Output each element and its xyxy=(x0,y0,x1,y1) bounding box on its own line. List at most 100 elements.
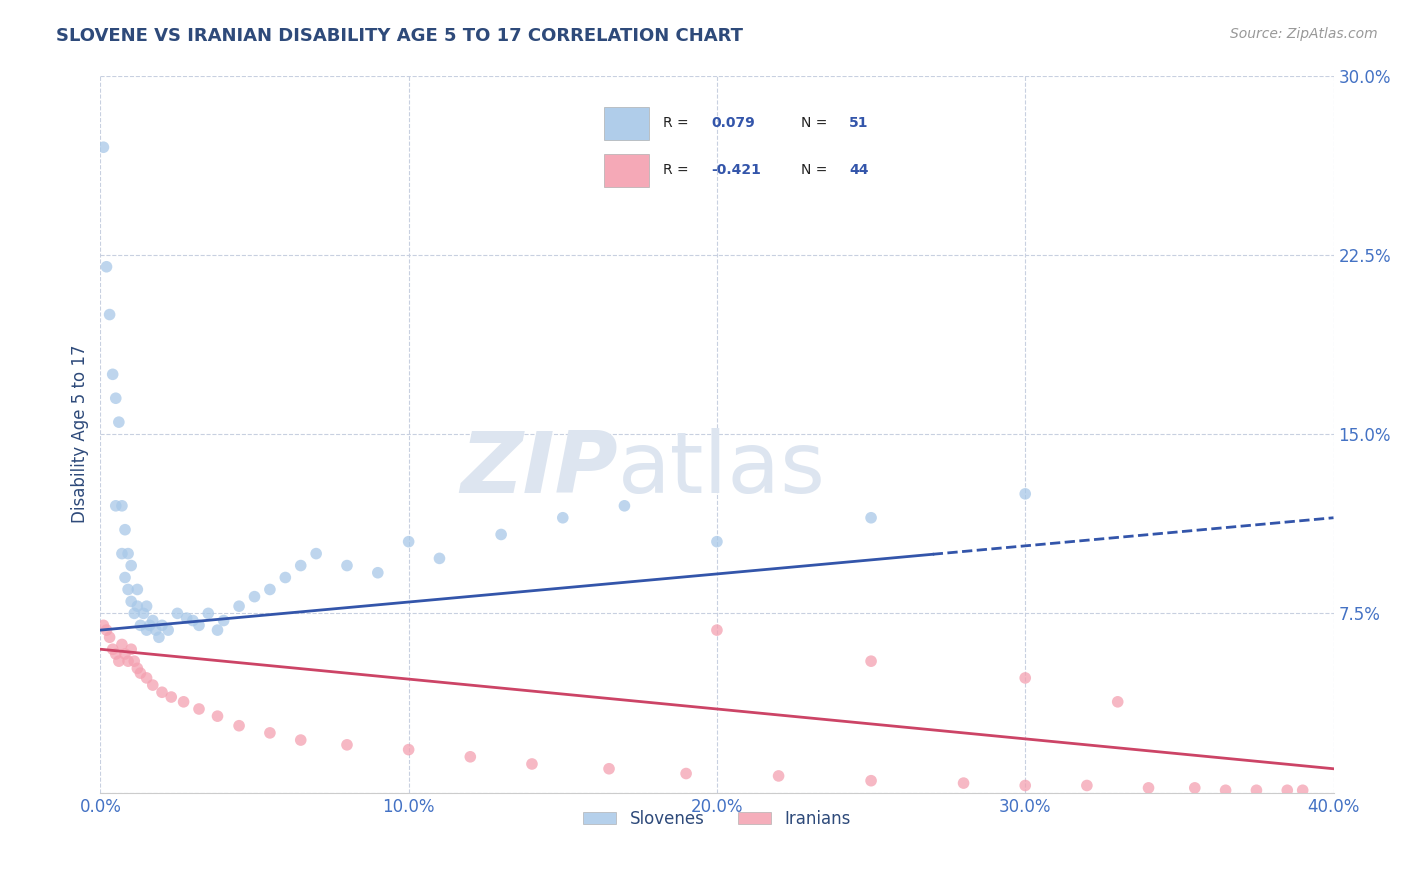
Point xyxy=(207,709,229,723)
Point xyxy=(104,391,127,405)
Point xyxy=(129,618,152,632)
Point xyxy=(111,547,134,561)
Point xyxy=(290,558,312,573)
Point xyxy=(104,499,127,513)
Point xyxy=(96,623,118,637)
Point xyxy=(1107,695,1129,709)
Point xyxy=(1292,783,1315,797)
Point xyxy=(228,719,250,733)
Point xyxy=(157,623,180,637)
Point xyxy=(166,607,188,621)
Text: atlas: atlas xyxy=(619,428,827,511)
Point xyxy=(458,749,481,764)
Point xyxy=(101,368,124,382)
Point xyxy=(117,582,139,597)
Point xyxy=(1184,780,1206,795)
Point xyxy=(142,614,165,628)
Point xyxy=(173,695,195,709)
Point xyxy=(114,570,136,584)
Point xyxy=(98,308,121,322)
Point xyxy=(122,607,145,621)
Point xyxy=(108,654,131,668)
Point xyxy=(1076,779,1098,793)
Point xyxy=(274,570,297,584)
Point xyxy=(706,623,728,637)
Point xyxy=(104,647,127,661)
Point xyxy=(367,566,389,580)
Point xyxy=(127,582,149,597)
Point xyxy=(290,733,312,747)
Point xyxy=(122,654,145,668)
Point xyxy=(135,671,157,685)
Point xyxy=(207,623,229,637)
Point xyxy=(160,690,183,704)
Point xyxy=(336,738,359,752)
Point xyxy=(952,776,974,790)
Point xyxy=(120,594,142,608)
Point xyxy=(176,611,198,625)
Point xyxy=(145,623,167,637)
Point xyxy=(613,499,636,513)
Point xyxy=(188,702,211,716)
Point xyxy=(520,756,543,771)
Point xyxy=(197,607,219,621)
Point xyxy=(1014,671,1036,685)
Point xyxy=(150,618,173,632)
Point xyxy=(1215,783,1237,797)
Point xyxy=(120,558,142,573)
Point xyxy=(93,618,115,632)
Text: SLOVENE VS IRANIAN DISABILITY AGE 5 TO 17 CORRELATION CHART: SLOVENE VS IRANIAN DISABILITY AGE 5 TO 1… xyxy=(56,27,744,45)
Point xyxy=(1137,780,1160,795)
Y-axis label: Disability Age 5 to 17: Disability Age 5 to 17 xyxy=(72,345,89,524)
Point xyxy=(111,637,134,651)
Point xyxy=(1014,779,1036,793)
Point xyxy=(127,599,149,614)
Point xyxy=(398,534,420,549)
Point xyxy=(551,510,574,524)
Point xyxy=(398,742,420,756)
Point xyxy=(768,769,790,783)
Point xyxy=(114,647,136,661)
Point xyxy=(598,762,620,776)
Text: Source: ZipAtlas.com: Source: ZipAtlas.com xyxy=(1230,27,1378,41)
Point xyxy=(93,140,115,154)
Point xyxy=(188,618,211,632)
Point xyxy=(1277,783,1299,797)
Point xyxy=(120,642,142,657)
Point xyxy=(98,630,121,644)
Point xyxy=(148,630,170,644)
Point xyxy=(1246,783,1268,797)
Point xyxy=(489,527,512,541)
Point xyxy=(96,260,118,274)
Point xyxy=(108,415,131,429)
Point xyxy=(243,590,266,604)
Point xyxy=(117,654,139,668)
Point xyxy=(706,534,728,549)
Point xyxy=(129,666,152,681)
Point xyxy=(429,551,451,566)
Point xyxy=(305,547,328,561)
Point xyxy=(336,558,359,573)
Point xyxy=(1014,487,1036,501)
Point xyxy=(259,726,281,740)
Point xyxy=(142,678,165,692)
Point xyxy=(150,685,173,699)
Point xyxy=(132,607,155,621)
Point xyxy=(135,623,157,637)
Point xyxy=(259,582,281,597)
Point xyxy=(860,773,883,788)
Point xyxy=(138,618,160,632)
Point xyxy=(181,614,204,628)
Point xyxy=(101,642,124,657)
Point xyxy=(117,547,139,561)
Point xyxy=(212,614,235,628)
Text: ZIP: ZIP xyxy=(461,428,619,511)
Point xyxy=(675,766,697,780)
Point xyxy=(860,654,883,668)
Point xyxy=(135,599,157,614)
Point xyxy=(114,523,136,537)
Legend: Slovenes, Iranians: Slovenes, Iranians xyxy=(576,803,858,835)
Point xyxy=(127,661,149,675)
Point xyxy=(111,499,134,513)
Point xyxy=(860,510,883,524)
